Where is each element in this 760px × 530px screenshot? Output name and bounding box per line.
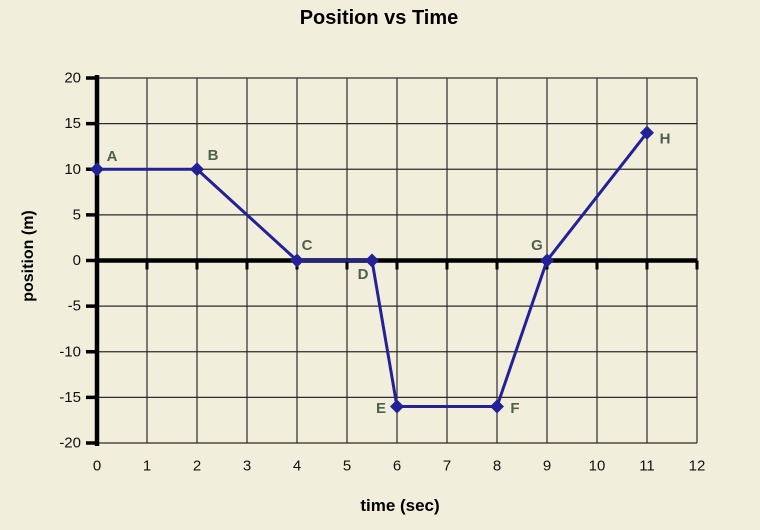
- point-label-F: F: [510, 400, 519, 417]
- x-tick-label: 12: [689, 458, 706, 475]
- y-tick-label: 5: [73, 206, 81, 223]
- point-label-H: H: [660, 130, 671, 147]
- y-tick-label: -20: [59, 435, 81, 452]
- x-tick-label: 9: [543, 458, 551, 475]
- y-tick-label: 10: [64, 161, 81, 178]
- y-tick-label: -5: [68, 298, 81, 315]
- point-label-D: D: [358, 266, 369, 283]
- x-axis-title: time (sec): [360, 496, 440, 515]
- point-marker-E: [390, 399, 404, 414]
- point-label-G: G: [531, 237, 543, 254]
- x-tick-label: 7: [443, 458, 451, 475]
- y-tick-label: 0: [73, 252, 81, 269]
- point-label-A: A: [107, 148, 118, 165]
- x-tick-label: 4: [293, 458, 301, 475]
- y-tick-label: 15: [64, 115, 81, 132]
- point-marker-C: [290, 253, 304, 268]
- series-line: [95, 131, 649, 408]
- point-marker-B: [190, 162, 204, 177]
- point-label-C: C: [302, 237, 313, 254]
- point-label-B: B: [208, 147, 219, 164]
- x-tick-label: 2: [193, 458, 201, 475]
- x-tick-label: 3: [243, 458, 251, 475]
- point-marker-D: [365, 253, 379, 268]
- x-tick-label: 11: [639, 458, 655, 475]
- point-marker-G: [540, 253, 554, 268]
- point-marker-A: [90, 162, 104, 177]
- y-tick-label: -10: [59, 343, 81, 360]
- point-marker-F: [490, 399, 504, 414]
- x-tick-label: 8: [493, 458, 501, 475]
- x-tick-label: 0: [93, 458, 101, 475]
- point-marker-H: [640, 125, 654, 140]
- x-tick-label: 6: [393, 458, 401, 475]
- x-tick-label: 1: [143, 458, 151, 475]
- x-tick-label: 5: [343, 458, 351, 475]
- y-tick-label: -15: [59, 389, 81, 406]
- point-label-E: E: [376, 400, 386, 417]
- y-tick-label: 20: [64, 70, 81, 87]
- chart-title: Position vs Time: [299, 7, 459, 29]
- x-tick-label: 10: [589, 458, 606, 475]
